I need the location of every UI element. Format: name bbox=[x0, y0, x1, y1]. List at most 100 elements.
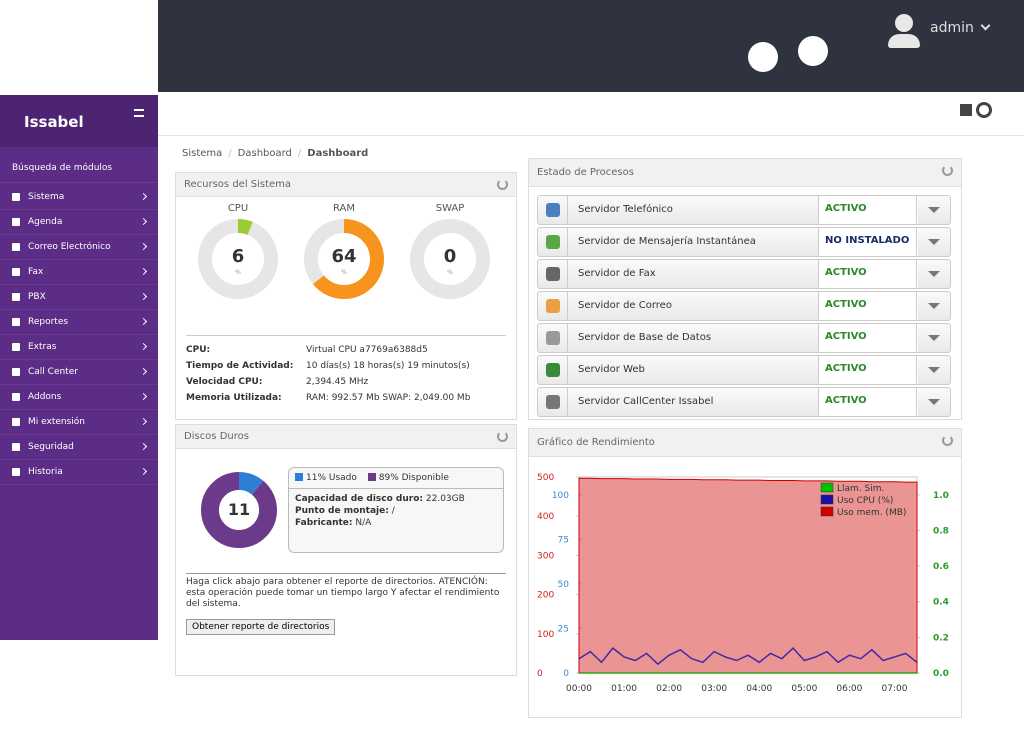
disk-info-row: Capacidad de disco duro: 22.03GB bbox=[295, 493, 497, 505]
gauge-arc bbox=[304, 219, 384, 299]
process-dropdown[interactable] bbox=[916, 196, 950, 224]
info-label: Fabricante: bbox=[295, 518, 353, 528]
disk-legend: 11% Usado 89% Disponible Capacidad de di… bbox=[288, 467, 504, 553]
menu-toggle[interactable] bbox=[134, 109, 144, 117]
info-value: 22.03GB bbox=[425, 494, 465, 504]
x-tick-label: 07:00 bbox=[881, 684, 907, 694]
menu-item[interactable]: Sistema bbox=[0, 185, 158, 210]
disk-donut: 11 bbox=[201, 472, 277, 548]
menu-arrow bbox=[139, 217, 148, 226]
refresh-button[interactable] bbox=[497, 179, 508, 190]
legend-label: Llam. Sim. bbox=[837, 484, 884, 494]
menu-arrow bbox=[139, 417, 148, 426]
divider bbox=[186, 573, 506, 574]
process-dropdown[interactable] bbox=[916, 260, 950, 288]
y-tick-label: 0 bbox=[537, 669, 543, 679]
process-dropdown[interactable] bbox=[916, 292, 950, 320]
gauge-unit: % bbox=[341, 269, 347, 276]
y-tick-label: 500 bbox=[537, 473, 554, 483]
menu-item[interactable]: Seguridad bbox=[0, 435, 158, 460]
menu-item[interactable]: Correo Electrónico bbox=[0, 235, 158, 260]
y3-tick-label: 1.0 bbox=[933, 491, 949, 501]
help-icon[interactable] bbox=[976, 102, 992, 118]
x-tick-label: 00:00 bbox=[566, 684, 592, 694]
menu-item[interactable]: Addons bbox=[0, 385, 158, 410]
brand[interactable]: Issabel bbox=[0, 95, 158, 147]
info-button[interactable] bbox=[748, 42, 778, 72]
breadcrumb-item[interactable]: Dashboard bbox=[237, 148, 292, 159]
menu-item[interactable]: Extras bbox=[0, 335, 158, 360]
report-button[interactable]: Obtener reporte de directorios bbox=[186, 619, 336, 635]
breadcrumb-item[interactable]: Dashboard bbox=[307, 148, 369, 159]
user-avatar[interactable] bbox=[888, 14, 920, 48]
menu-item[interactable]: Reportes bbox=[0, 310, 158, 335]
processes-panel: Estado de Procesos Servidor Telefónico AC… bbox=[528, 158, 962, 420]
user-name[interactable]: admin bbox=[930, 20, 974, 36]
module-search[interactable]: Búsqueda de módulos bbox=[0, 147, 158, 183]
y3-tick-label: 0.0 bbox=[933, 669, 949, 679]
y3-tick-label: 0.4 bbox=[933, 598, 949, 608]
process-dropdown[interactable] bbox=[916, 388, 950, 416]
resources-panel: Recursos del Sistema CPU 6% RAM 64% SWAP 0% C… bbox=[175, 172, 517, 420]
icon bbox=[546, 299, 560, 313]
process-dropdown[interactable] bbox=[916, 228, 950, 256]
gauge-unit: % bbox=[447, 269, 453, 276]
panel-header: Discos Duros bbox=[176, 425, 516, 449]
notification-button[interactable] bbox=[798, 36, 828, 66]
info-value: / bbox=[391, 506, 395, 516]
process-icon bbox=[538, 356, 568, 384]
icon bbox=[546, 267, 560, 281]
menu-item[interactable]: Mi extensión bbox=[0, 410, 158, 435]
refresh-button[interactable] bbox=[942, 165, 953, 176]
menu-arrow bbox=[139, 392, 148, 401]
menu-item[interactable]: Historia bbox=[0, 460, 158, 485]
process-dropdown[interactable] bbox=[916, 324, 950, 352]
y2-tick-label: 100 bbox=[552, 491, 569, 501]
menu-arrow bbox=[139, 442, 148, 451]
plot-area bbox=[578, 476, 918, 674]
breadcrumb-item[interactable]: Sistema bbox=[182, 148, 223, 159]
info-value: N/A bbox=[355, 518, 372, 528]
gauge-label: RAM bbox=[332, 203, 355, 214]
menu-arrow bbox=[139, 242, 148, 251]
menu-item[interactable]: Agenda bbox=[0, 210, 158, 235]
refresh-button[interactable] bbox=[497, 431, 508, 442]
breadcrumb: Sistema / Dashboard / Dashboard bbox=[170, 138, 960, 168]
refresh-button[interactable] bbox=[942, 435, 953, 446]
legend-swatch bbox=[820, 482, 834, 493]
process-row: Servidor CallCenter Issabel ACTIVO bbox=[537, 387, 951, 417]
panel-title: Estado de Procesos bbox=[537, 167, 634, 178]
process-icon bbox=[538, 260, 568, 288]
breadcrumb-separator: / bbox=[228, 148, 232, 159]
legend-swatch bbox=[367, 473, 376, 481]
process-icon bbox=[538, 228, 568, 256]
menu-icon bbox=[12, 218, 20, 226]
y3-tick-label: 0.6 bbox=[933, 562, 949, 572]
gauge: CPU 6% bbox=[188, 203, 288, 307]
menu-item[interactable]: Fax bbox=[0, 260, 158, 285]
gauge: SWAP 0% bbox=[400, 203, 500, 307]
menu-item[interactable]: Call Center bbox=[0, 360, 158, 385]
process-row: Servidor de Fax ACTIVO bbox=[537, 259, 951, 289]
disk-info: Capacidad de disco duro: 22.03GB Punto de… bbox=[289, 489, 503, 533]
y-tick-label: 100 bbox=[537, 630, 554, 640]
x-tick-label: 01:00 bbox=[611, 684, 637, 694]
legend-label: 11% Usado bbox=[306, 473, 357, 483]
panel-header: Estado de Procesos bbox=[529, 159, 961, 187]
x-tick-label: 03:00 bbox=[701, 684, 727, 694]
area bbox=[578, 477, 918, 674]
menu-icon bbox=[12, 193, 20, 201]
legend-label: Uso CPU (%) bbox=[837, 496, 893, 506]
note-icon[interactable] bbox=[960, 104, 972, 116]
menu-item[interactable]: PBX bbox=[0, 285, 158, 310]
x-tick-label: 04:00 bbox=[746, 684, 772, 694]
menu-icon bbox=[12, 443, 20, 451]
legend-label: 89% Disponible bbox=[378, 473, 449, 483]
process-dropdown[interactable] bbox=[916, 356, 950, 384]
legend-swatch bbox=[820, 506, 834, 517]
menu-icon bbox=[12, 243, 20, 251]
performance-chart: 0 100 200 300 400 500 0 25 50 75 100 0.0 0.2 0.4 0.6 0.… bbox=[537, 473, 949, 694]
process-status: ACTIVO bbox=[818, 388, 918, 416]
menu-label: Seguridad bbox=[28, 442, 74, 452]
info-value: Virtual CPU a7769a6388d5 bbox=[306, 345, 428, 355]
